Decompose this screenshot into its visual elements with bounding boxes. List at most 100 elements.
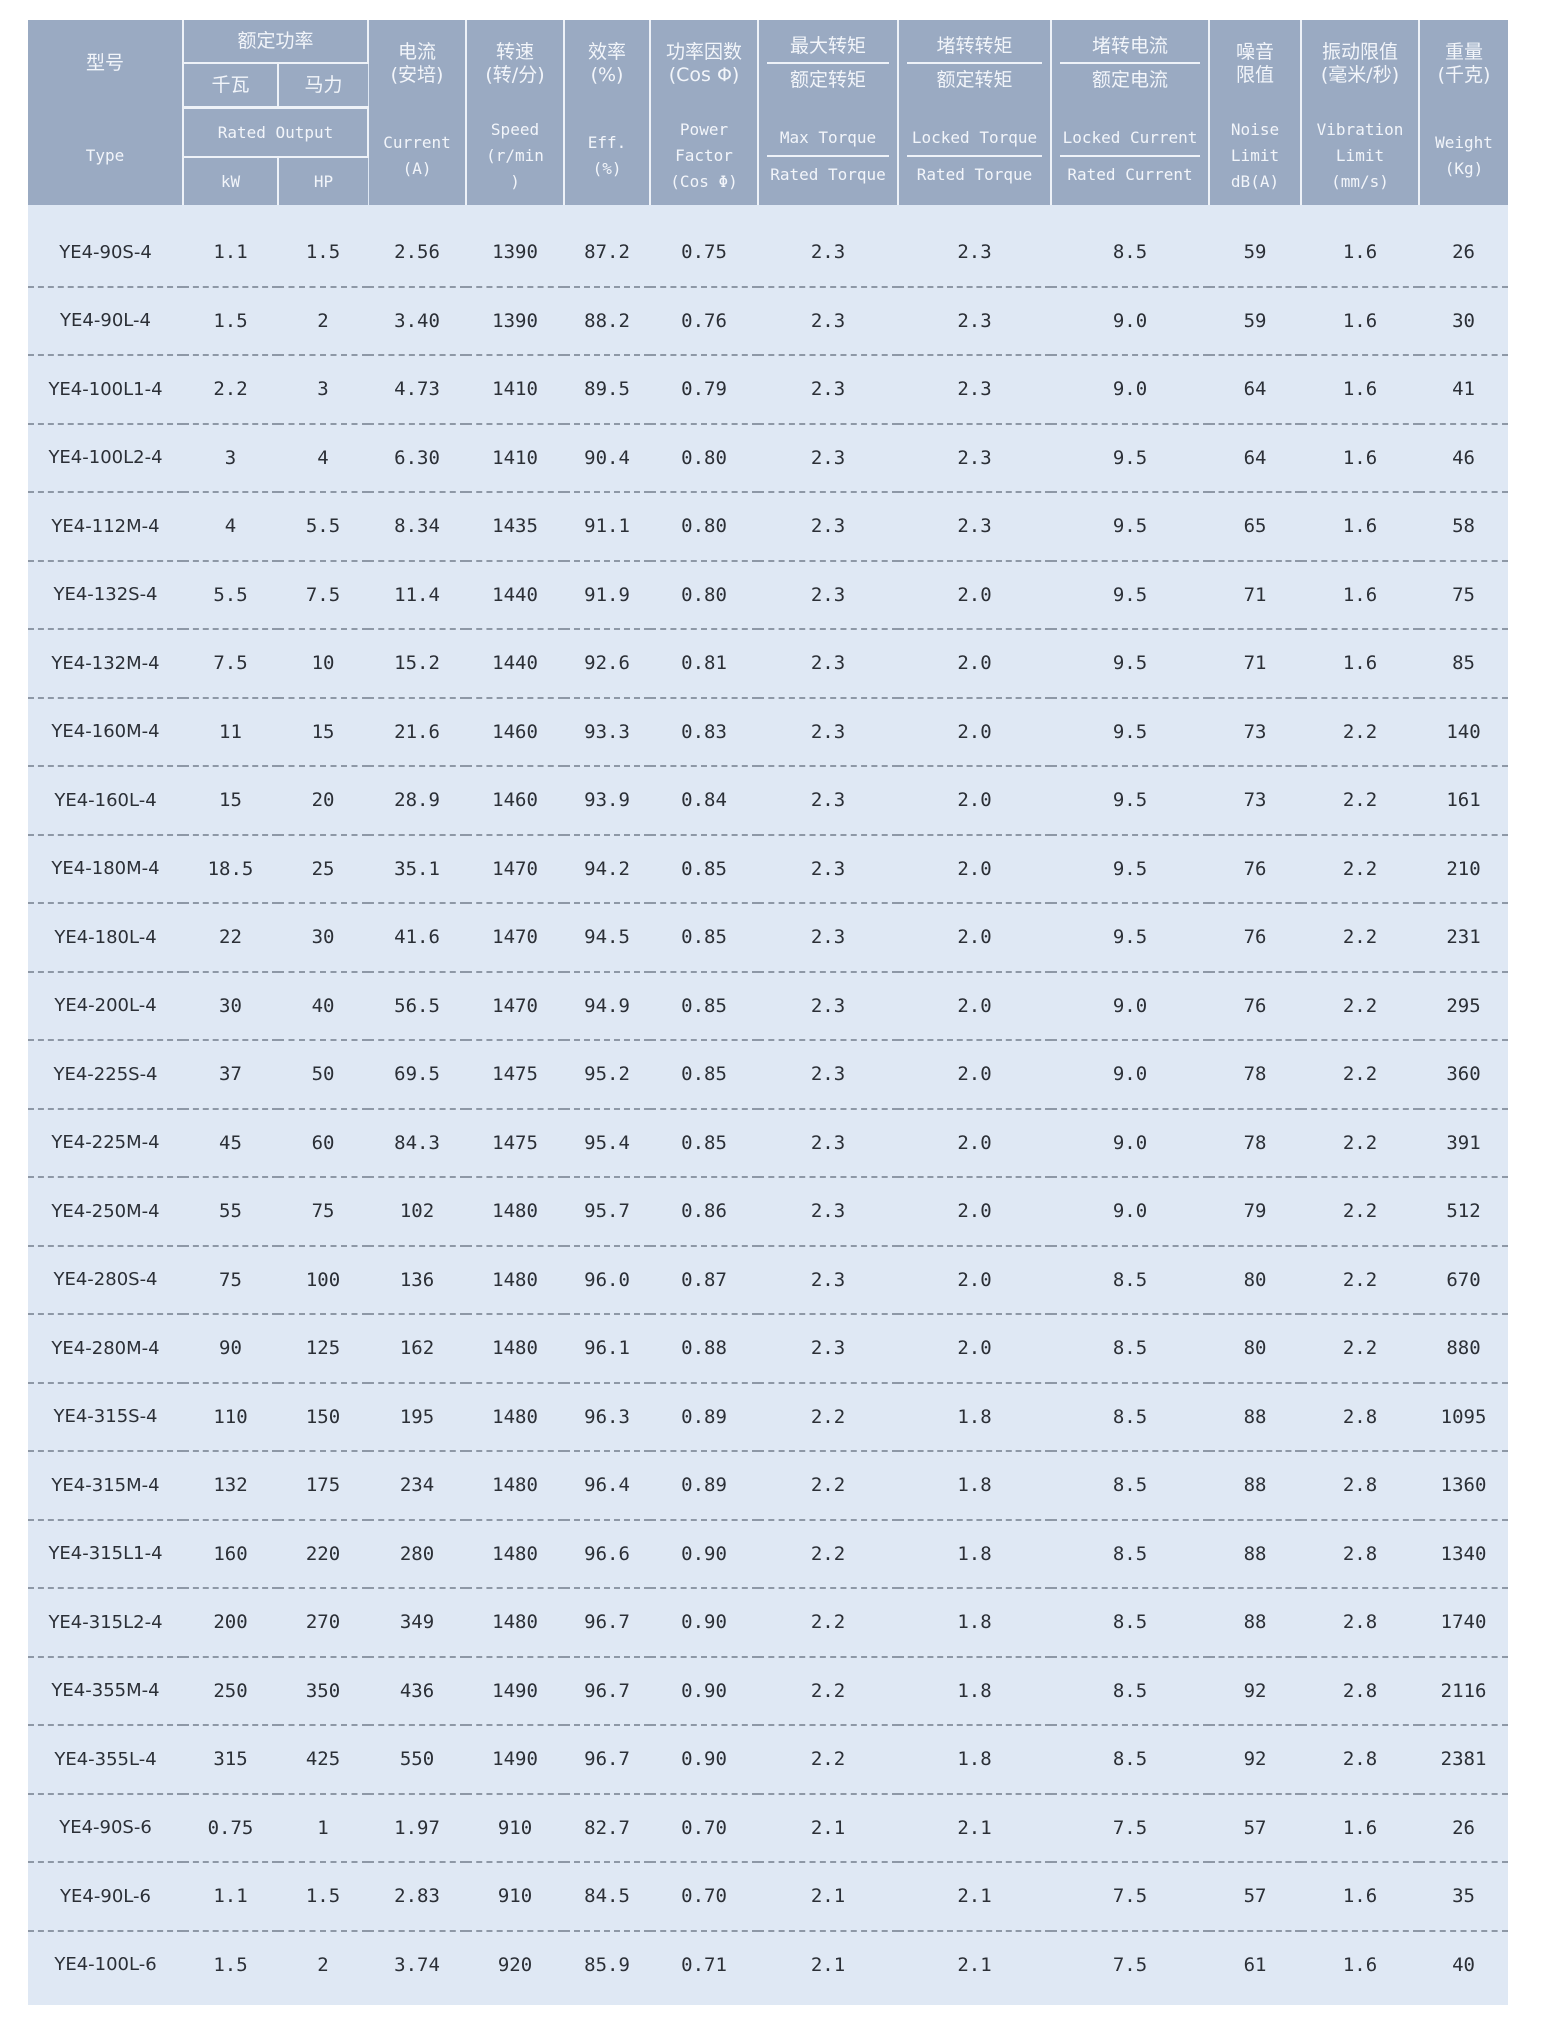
cell-speed: 1480: [466, 1588, 565, 1658]
cell-weight: 210: [1419, 834, 1509, 904]
cell-kw: 5.5: [183, 560, 278, 630]
cell-noise-limit: 76: [1209, 971, 1302, 1041]
table-row: YE4-355M-4 250 350 436 1490 96.7 0.90 2.2 1.8 8.5…: [28, 1656, 1509, 1726]
cell-efficiency: 91.1: [564, 492, 651, 562]
cell-vibration-limit: 2.2: [1301, 1040, 1420, 1110]
cell-max-torque-ratio: 2.2: [758, 1725, 899, 1795]
cell-vibration-limit: 2.2: [1301, 834, 1420, 904]
cell-weight: 1740: [1419, 1588, 1509, 1658]
table-row: YE4-315L2-4 200 270 349 1480 96.7 0.90 2.2 1.8 8.…: [28, 1588, 1509, 1658]
cell-locked-torque-ratio: 1.8: [898, 1725, 1052, 1795]
cell-type: YE4-90S-4: [28, 205, 183, 288]
header-weight-zh: 重量 (千克): [1419, 20, 1509, 108]
cell-vibration-limit: 1.6: [1301, 492, 1420, 562]
cell-hp: 100: [278, 1245, 369, 1315]
cell-hp: 125: [278, 1314, 369, 1384]
cell-noise-limit: 92: [1209, 1725, 1302, 1795]
cell-noise-limit: 76: [1209, 903, 1302, 973]
cell-weight: 670: [1419, 1245, 1509, 1315]
cell-power-factor: 0.85: [650, 1040, 759, 1110]
cell-type: YE4-90S-6: [28, 1793, 183, 1863]
cell-weight: 1360: [1419, 1451, 1509, 1521]
table-row: YE4-315L1-4 160 220 280 1480 96.6 0.90 2.2 1.8 8.…: [28, 1519, 1509, 1589]
cell-noise-limit: 88: [1209, 1588, 1302, 1658]
header-eff-zh: 效率 (%): [564, 20, 652, 108]
table-row: YE4-180M-4 18.5 25 35.1 1470 94.2 0.85 2.3 2.0 9.…: [28, 834, 1509, 904]
cell-locked-torque-ratio: 2.1: [957, 1953, 992, 1976]
table-row: YE4-180L-4 22 30 41.6 1470 94.5 0.85 2.3 2.0 9.5 7…: [28, 903, 1509, 973]
cell-locked-current-ratio: 8.5: [1051, 1451, 1210, 1521]
cell-weight: 161: [1419, 766, 1509, 836]
cell-max-torque-ratio: 2.3: [758, 1245, 899, 1315]
cell-noise-limit: 64: [1209, 355, 1302, 425]
cell-speed: 1480: [466, 1245, 565, 1315]
cell-speed: 910: [466, 1793, 565, 1863]
cell-type: YE4-180L-4: [28, 903, 183, 973]
cell-speed: 1440: [466, 629, 565, 699]
cell-kw: 1.1: [183, 1862, 278, 1932]
cell-type: YE4-315S-4: [28, 1382, 183, 1452]
header-rated-output-zh: 额定功率: [183, 20, 370, 64]
table-row: YE4-112M-4 4 5.5 8.34 1435 91.1 0.80 2.3 2.3 9.5 6…: [28, 492, 1509, 562]
cell-locked-current-ratio: 9.0: [1051, 1108, 1210, 1178]
cell-max-torque-ratio: 2.3: [758, 1314, 899, 1384]
cell-current: 6.30: [368, 423, 467, 493]
cell-locked-torque-ratio: 1.8: [898, 1382, 1052, 1452]
cell-weight: 231: [1419, 903, 1509, 973]
cell-vibration-limit: 1.6: [1301, 423, 1420, 493]
cell-hp: 150: [278, 1382, 369, 1452]
cell-locked-current-ratio: 8.5: [1051, 1588, 1210, 1658]
cell-power-factor: 0.90: [650, 1588, 759, 1658]
cell-kw: 18.5: [183, 834, 278, 904]
cell-locked-torque-ratio: 2.3: [898, 205, 1052, 288]
cell-efficiency: 87.2: [564, 205, 651, 288]
cell-speed: 1410: [466, 355, 565, 425]
cell-kw: 0.75: [183, 1793, 278, 1863]
cell-locked-current-ratio: 8.5: [1051, 1656, 1210, 1726]
cell-hp: 350: [278, 1656, 369, 1726]
cell-max-torque-ratio: 2.3: [758, 205, 899, 288]
header-lockedcurrent-en: Locked Current Rated Current: [1051, 107, 1211, 205]
cell-current: 280: [368, 1519, 467, 1589]
cell-efficiency: 91.9: [564, 560, 651, 630]
cell-weight: 85: [1419, 629, 1509, 699]
cell-weight: 360: [1419, 1040, 1509, 1110]
cell-efficiency: 96.1: [564, 1314, 651, 1384]
cell-noise-limit: 76: [1209, 834, 1302, 904]
cell-weight: 2381: [1419, 1725, 1509, 1795]
cell-type: YE4-180M-4: [28, 834, 183, 904]
cell-vibration-limit: 1.6: [1342, 1953, 1378, 1976]
cell-locked-current-ratio: 8.5: [1051, 1725, 1210, 1795]
cell-power-factor: 0.80: [650, 492, 759, 562]
cell-kw: 315: [183, 1725, 278, 1795]
cell-speed: 1480: [466, 1314, 565, 1384]
cell-hp: 60: [278, 1108, 369, 1178]
cell-efficiency: 89.5: [564, 355, 651, 425]
cell-locked-current-ratio: 8.5: [1051, 1519, 1210, 1589]
table-row: YE4-315S-4 110 150 195 1480 96.3 0.89 2.2 1.8 8.5…: [28, 1382, 1509, 1452]
cell-max-torque-ratio: 2.1: [810, 1953, 846, 1976]
cell-max-torque-ratio: 2.3: [758, 629, 899, 699]
cell-noise-limit: 78: [1209, 1040, 1302, 1110]
cell-current: 102: [368, 1177, 467, 1247]
cell-noise-limit: 73: [1209, 766, 1302, 836]
cell-hp: 425: [278, 1725, 369, 1795]
cell-vibration-limit: 1.6: [1301, 286, 1420, 356]
cell-weight: 41: [1419, 355, 1509, 425]
cell-current: 550: [368, 1725, 467, 1795]
header-lockedcurrent-zh: 堵转电流 额定电流: [1051, 20, 1211, 108]
table-row: YE4-90L-4 1.5 2 3.40 1390 88.2 0.76 2.3 2.3 9.0 59…: [28, 286, 1509, 356]
cell-locked-current-ratio: 7.5: [1051, 1862, 1210, 1932]
cell-type: YE4-100L-6: [54, 1954, 157, 1976]
cell-noise-limit: 71: [1209, 560, 1302, 630]
header-kw-zh: 千瓦: [183, 63, 279, 109]
cell-current: 3.40: [368, 286, 467, 356]
cell-vibration-limit: 1.6: [1301, 1862, 1420, 1932]
cell-hp: 15: [278, 697, 369, 767]
cell-kw: 45: [183, 1108, 278, 1178]
cell-power-factor: 0.85: [650, 1108, 759, 1178]
cell-max-torque-ratio: 2.3: [758, 355, 899, 425]
cell-noise-limit: 59: [1209, 205, 1302, 288]
cell-speed: 1480: [466, 1177, 565, 1247]
cell-kw: 200: [183, 1588, 278, 1658]
